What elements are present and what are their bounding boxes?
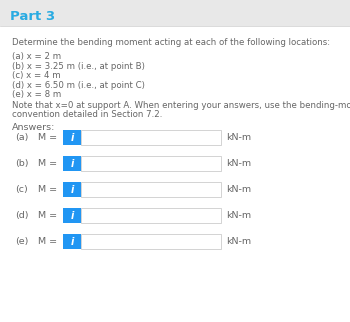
Text: (b) x = 3.25 m (i.e., at point B): (b) x = 3.25 m (i.e., at point B) (12, 62, 145, 71)
Text: (e) x = 8 m: (e) x = 8 m (12, 90, 61, 99)
FancyBboxPatch shape (63, 182, 81, 197)
FancyBboxPatch shape (81, 156, 221, 171)
Text: kN-m: kN-m (226, 237, 251, 246)
Text: (e): (e) (15, 237, 28, 246)
Text: (d) x = 6.50 m (i.e., at point C): (d) x = 6.50 m (i.e., at point C) (12, 80, 145, 90)
Text: i: i (70, 236, 74, 247)
Text: M =: M = (38, 133, 57, 142)
Text: Part 3: Part 3 (10, 10, 55, 23)
Text: (a): (a) (15, 133, 28, 142)
Text: Note that x=0 at support A. When entering your answers, use the bending-moment s: Note that x=0 at support A. When enterin… (12, 100, 350, 109)
Text: (b): (b) (15, 159, 28, 168)
Text: M =: M = (38, 185, 57, 194)
Text: kN-m: kN-m (226, 159, 251, 168)
FancyBboxPatch shape (81, 182, 221, 197)
Text: (d): (d) (15, 211, 28, 220)
FancyBboxPatch shape (81, 208, 221, 223)
Text: (c): (c) (15, 185, 28, 194)
Text: i: i (70, 132, 74, 143)
Text: i: i (70, 185, 74, 194)
Text: (c) x = 4 m: (c) x = 4 m (12, 71, 61, 80)
FancyBboxPatch shape (81, 130, 221, 145)
Text: i: i (70, 158, 74, 168)
Text: M =: M = (38, 159, 57, 168)
FancyBboxPatch shape (0, 0, 350, 26)
FancyBboxPatch shape (63, 208, 81, 223)
Text: (a) x = 2 m: (a) x = 2 m (12, 52, 61, 61)
Text: Determine the bending moment acting at each of the following locations:: Determine the bending moment acting at e… (12, 38, 330, 47)
FancyBboxPatch shape (81, 234, 221, 249)
Text: kN-m: kN-m (226, 211, 251, 220)
FancyBboxPatch shape (63, 234, 81, 249)
Text: Answers:: Answers: (12, 122, 55, 131)
Text: M =: M = (38, 237, 57, 246)
Text: convention detailed in Section 7.2.: convention detailed in Section 7.2. (12, 110, 162, 119)
Text: M =: M = (38, 211, 57, 220)
FancyBboxPatch shape (63, 130, 81, 145)
FancyBboxPatch shape (63, 156, 81, 171)
Text: i: i (70, 211, 74, 221)
Text: kN-m: kN-m (226, 185, 251, 194)
Text: kN-m: kN-m (226, 133, 251, 142)
